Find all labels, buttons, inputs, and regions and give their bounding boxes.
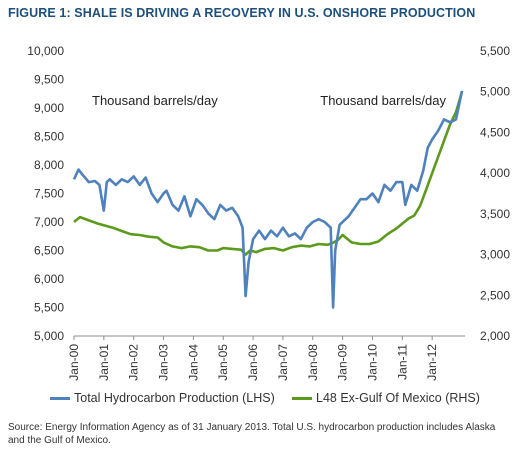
- legend-swatch-l48: [292, 396, 312, 400]
- legend-item-l48: L48 Ex-Gulf Of Mexico (RHS): [292, 391, 480, 405]
- x-tick-label: Jan-00: [67, 344, 81, 381]
- series-line-total: [72, 90, 464, 309]
- right-axis-label: Thousand barrels/day: [320, 93, 446, 108]
- legend-swatch-total: [50, 396, 70, 400]
- left-axis-ticks: 5,000 5,500 6,000 6,500 7,000 7,500 8,000 8,500…: [27, 44, 64, 343]
- left-tick-label: 9,000: [34, 101, 64, 115]
- left-tick-label: 7,500: [34, 187, 64, 201]
- source-note: Source: Energy Information Agency as of …: [8, 422, 496, 446]
- x-tick-label: Jan-07: [276, 344, 290, 381]
- x-tick-label: Jan-01: [97, 344, 111, 381]
- left-tick-label: 9,500: [34, 73, 64, 87]
- legend-label-l48: L48 Ex-Gulf Of Mexico (RHS): [316, 391, 480, 405]
- left-tick-label: 10,000: [27, 44, 64, 58]
- left-tick-label: 6,500: [34, 244, 64, 258]
- chart-canvas: 5,000 5,500 6,000 6,500 7,000 7,500 8,000 8,500…: [27, 44, 510, 381]
- legend-item-total: Total Hydrocarbon Production (LHS): [50, 391, 275, 405]
- left-tick-label: 5,500: [34, 301, 64, 315]
- right-tick-label: 3,500: [480, 207, 510, 221]
- x-tick-label: Jan-08: [306, 344, 320, 381]
- x-tick-label: Jan-06: [246, 344, 260, 381]
- series-line-l48: [73, 91, 464, 256]
- right-tick-label: 2,000: [480, 329, 510, 343]
- left-tick-label: 8,000: [34, 158, 64, 172]
- left-tick-label: 8,500: [34, 130, 64, 144]
- right-tick-label: 4,000: [480, 166, 510, 180]
- left-tick-label: 5,000: [34, 329, 64, 343]
- right-tick-label: 3,000: [480, 248, 510, 262]
- right-axis-ticks: 2,000 2,500 3,000 3,500 4,000 4,500 5,000 5,500: [480, 44, 510, 343]
- x-tick-label: Jan-02: [127, 344, 141, 381]
- x-tick-label: Jan-03: [157, 344, 171, 381]
- left-tick-label: 7,000: [34, 215, 64, 229]
- x-tick-label: Jan-10: [365, 344, 379, 381]
- x-tick-label: Jan-04: [186, 344, 200, 381]
- legend-label-total: Total Hydrocarbon Production (LHS): [74, 391, 275, 405]
- right-tick-label: 5,000: [480, 85, 510, 99]
- left-tick-label: 6,000: [34, 272, 64, 286]
- left-axis-label: Thousand barrels/day: [92, 93, 218, 108]
- right-tick-label: 4,500: [480, 125, 510, 139]
- legend: Total Hydrocarbon Production (LHS) L48 E…: [0, 391, 521, 407]
- x-axis-ticks: Jan-00 Jan-01 Jan-02 Jan-03 Jan-04 Jan-05 Jan-…: [67, 336, 439, 381]
- x-tick-label: Jan-12: [425, 344, 439, 381]
- right-tick-label: 2,500: [480, 288, 510, 302]
- x-tick-label: Jan-05: [216, 344, 230, 381]
- x-tick-label: Jan-09: [336, 344, 350, 381]
- figure-title: FIGURE 1: SHALE IS DRIVING A RECOVERY IN…: [8, 6, 476, 20]
- x-tick-label: Jan-11: [395, 344, 409, 380]
- right-tick-label: 5,500: [480, 44, 510, 58]
